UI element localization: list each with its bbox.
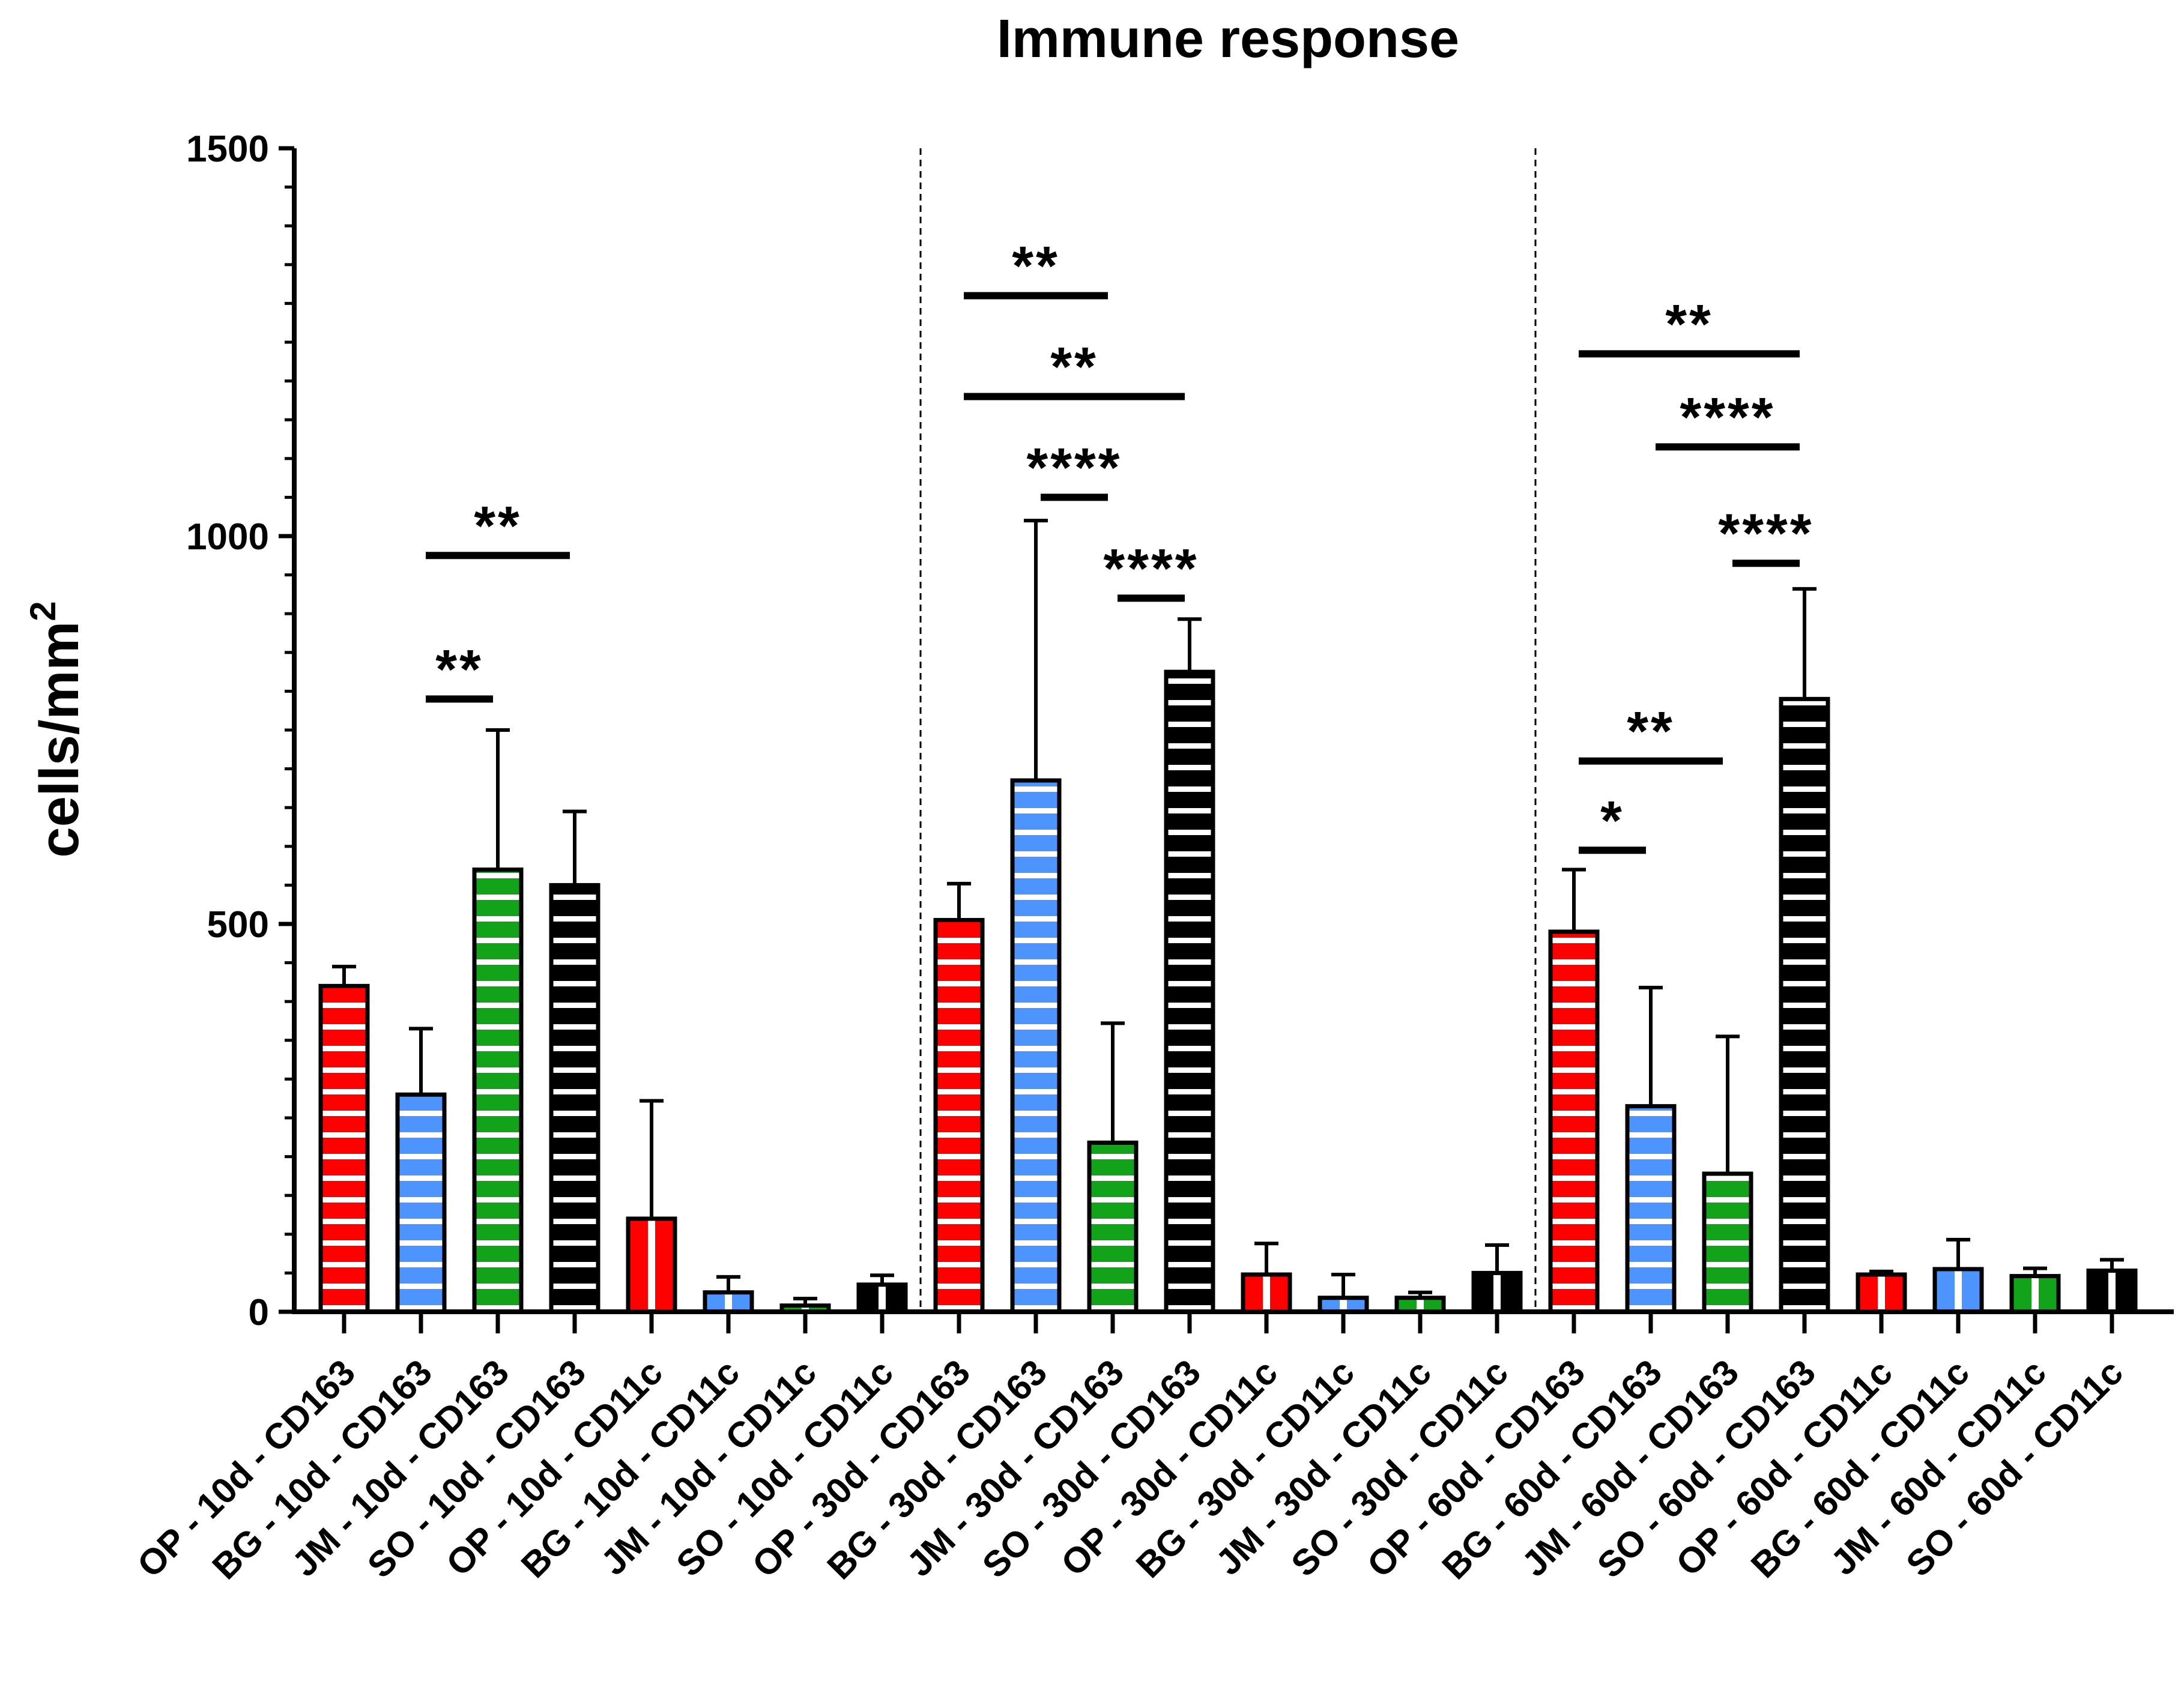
bar-stripe xyxy=(2108,1270,2116,1312)
y-tick-label: 0 xyxy=(249,1292,269,1333)
significance-label: ** xyxy=(1012,235,1060,297)
significance-label: ** xyxy=(435,639,483,700)
bar-stripe xyxy=(2031,1276,2039,1312)
bar-op-10d-cd163 xyxy=(321,986,368,1312)
y-axis-label-text: cells/mm xyxy=(29,621,90,858)
bar-op-60d-cd163 xyxy=(1550,931,1597,1312)
bar-stripe xyxy=(1955,1269,1962,1312)
bar-bg-10d-cd163 xyxy=(398,1094,444,1312)
significance-label: ** xyxy=(474,495,522,557)
y-axis-label: cells/mm2 xyxy=(23,601,90,857)
bar-op-30d-cd163 xyxy=(936,920,982,1312)
bar-jm-10d-cd163 xyxy=(474,869,521,1312)
bar-stripe xyxy=(879,1284,886,1312)
y-axis-label-superscript: 2 xyxy=(23,601,63,621)
y-tick-label: 1000 xyxy=(186,516,269,558)
bar-jm-30d-cd163 xyxy=(1089,1142,1136,1312)
bar-stripe xyxy=(1417,1297,1424,1312)
y-tick-label: 500 xyxy=(207,904,269,946)
bar-stripe xyxy=(1493,1273,1501,1312)
significance-label: **** xyxy=(1103,538,1199,599)
bar-jm-60d-cd163 xyxy=(1704,1174,1751,1312)
bar-stripe xyxy=(1263,1274,1270,1312)
significance-label: ** xyxy=(1050,336,1098,397)
bar-bg-60d-cd163 xyxy=(1627,1106,1674,1312)
bar-so-30d-cd163 xyxy=(1166,672,1213,1312)
bar-so-60d-cd163 xyxy=(1781,699,1828,1312)
bar-bg-30d-cd163 xyxy=(1012,780,1059,1312)
significance-label: **** xyxy=(1718,503,1813,564)
significance-label: ** xyxy=(1665,294,1713,355)
chart-title: Immune response xyxy=(997,9,1459,69)
bar-stripe xyxy=(648,1218,655,1312)
bar-stripe xyxy=(1340,1297,1347,1312)
significance-label: ** xyxy=(1627,701,1675,762)
bar-stripe xyxy=(725,1292,732,1312)
y-tick-label: 1500 xyxy=(186,128,269,170)
significance-label: **** xyxy=(1680,387,1775,448)
significance-label: * xyxy=(1600,790,1624,851)
bar-stripe xyxy=(802,1305,809,1312)
significance-label: **** xyxy=(1026,437,1122,498)
bar-stripe xyxy=(1878,1274,1885,1312)
bar-so-10d-cd163 xyxy=(551,885,598,1312)
